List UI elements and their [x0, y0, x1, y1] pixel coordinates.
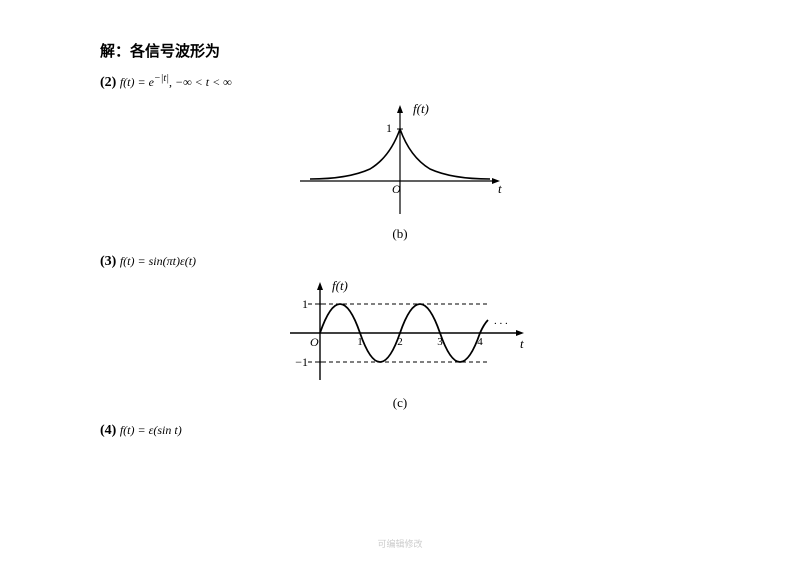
- figure-b: 1 f(t) t O (b): [100, 99, 700, 242]
- page-footer: 可编辑修改: [0, 537, 800, 550]
- item-3: (3) f(t) = sin(πt)ε(t): [100, 254, 700, 270]
- fig-b-xlabel: t: [498, 181, 502, 196]
- fig-c-xlabel: t: [520, 336, 524, 351]
- solution-heading: 解：各信号波形为: [100, 40, 700, 61]
- item-4-num: (4): [100, 423, 116, 438]
- item-3-num: (3): [100, 254, 116, 269]
- item-2-formula: f(t) = e−|t|, −∞ < t < ∞: [120, 75, 232, 89]
- fig-c-x1: 1: [357, 336, 363, 348]
- fig-c-y1: 1: [302, 297, 308, 311]
- item-2: (2) f(t) = e−|t|, −∞ < t < ∞: [100, 73, 700, 91]
- item-2-num: (2): [100, 75, 116, 90]
- fig-c-x4: 4: [477, 336, 483, 348]
- figure-c: 1 −1 1 2 3 4 . . . f(t) t O (c): [100, 278, 700, 411]
- fig-c-origin: O: [310, 335, 319, 349]
- item-3-formula: f(t) = sin(πt)ε(t): [120, 254, 196, 268]
- fig-c-x2: 2: [397, 336, 403, 348]
- item-4: (4) f(t) = ε(sin t): [100, 423, 700, 439]
- fig-b-origin: O: [392, 182, 401, 196]
- fig-b-ylabel: f(t): [413, 101, 429, 116]
- fig-c-x3: 3: [437, 336, 443, 348]
- fig-c-ylabel: f(t): [332, 278, 348, 293]
- fig-c-ellipsis: . . .: [494, 315, 508, 327]
- item-4-formula: f(t) = ε(sin t): [120, 423, 182, 437]
- fig-b-ytick: 1: [386, 121, 392, 135]
- fig-c-ym1: −1: [295, 355, 308, 369]
- fig-c-caption: (c): [100, 395, 700, 411]
- fig-b-caption: (b): [100, 226, 700, 242]
